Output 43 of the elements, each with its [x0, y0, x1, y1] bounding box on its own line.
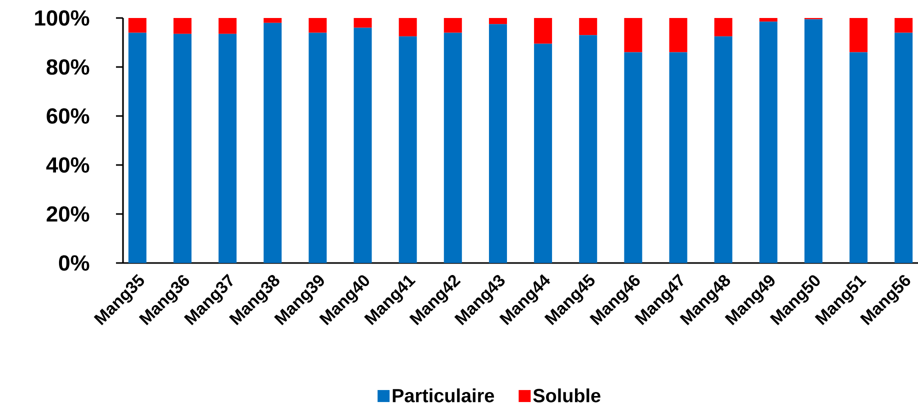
bar	[894, 32, 913, 263]
legend-label: Soluble	[533, 388, 600, 402]
bar	[579, 35, 598, 263]
bar	[714, 18, 732, 36]
y-tick-label: 100%	[35, 10, 90, 26]
y-tick-label: 20%	[46, 206, 90, 222]
bar	[264, 18, 282, 23]
y-tick-label: 80%	[46, 59, 90, 75]
bar	[218, 18, 237, 34]
bar	[669, 52, 688, 263]
bar	[759, 22, 778, 263]
bar	[398, 18, 417, 36]
bar	[534, 44, 552, 263]
bar	[173, 18, 192, 34]
bar	[264, 22, 282, 263]
bar	[444, 32, 462, 263]
y-tick-label: 60%	[46, 108, 90, 124]
bar	[669, 18, 688, 52]
bar	[714, 36, 732, 263]
bar	[308, 32, 327, 263]
bar	[624, 18, 642, 52]
y-tick-label: 0%	[58, 255, 90, 271]
bar	[579, 18, 598, 36]
bar	[534, 18, 552, 44]
bar	[354, 18, 372, 28]
bar	[128, 18, 146, 33]
legend-label: Particulaire	[392, 388, 494, 402]
bar	[759, 18, 778, 22]
bar	[850, 52, 868, 263]
bar	[398, 36, 417, 263]
bar	[624, 52, 642, 263]
bar	[850, 18, 868, 52]
bar	[128, 32, 146, 263]
bar	[894, 18, 913, 33]
bar	[444, 18, 462, 33]
bar	[488, 18, 507, 24]
bar	[488, 24, 507, 263]
bar	[804, 19, 822, 263]
bar	[173, 34, 192, 263]
bar	[218, 34, 237, 263]
bar	[354, 28, 372, 263]
y-tick-label: 40%	[46, 157, 90, 173]
bar	[308, 18, 327, 33]
